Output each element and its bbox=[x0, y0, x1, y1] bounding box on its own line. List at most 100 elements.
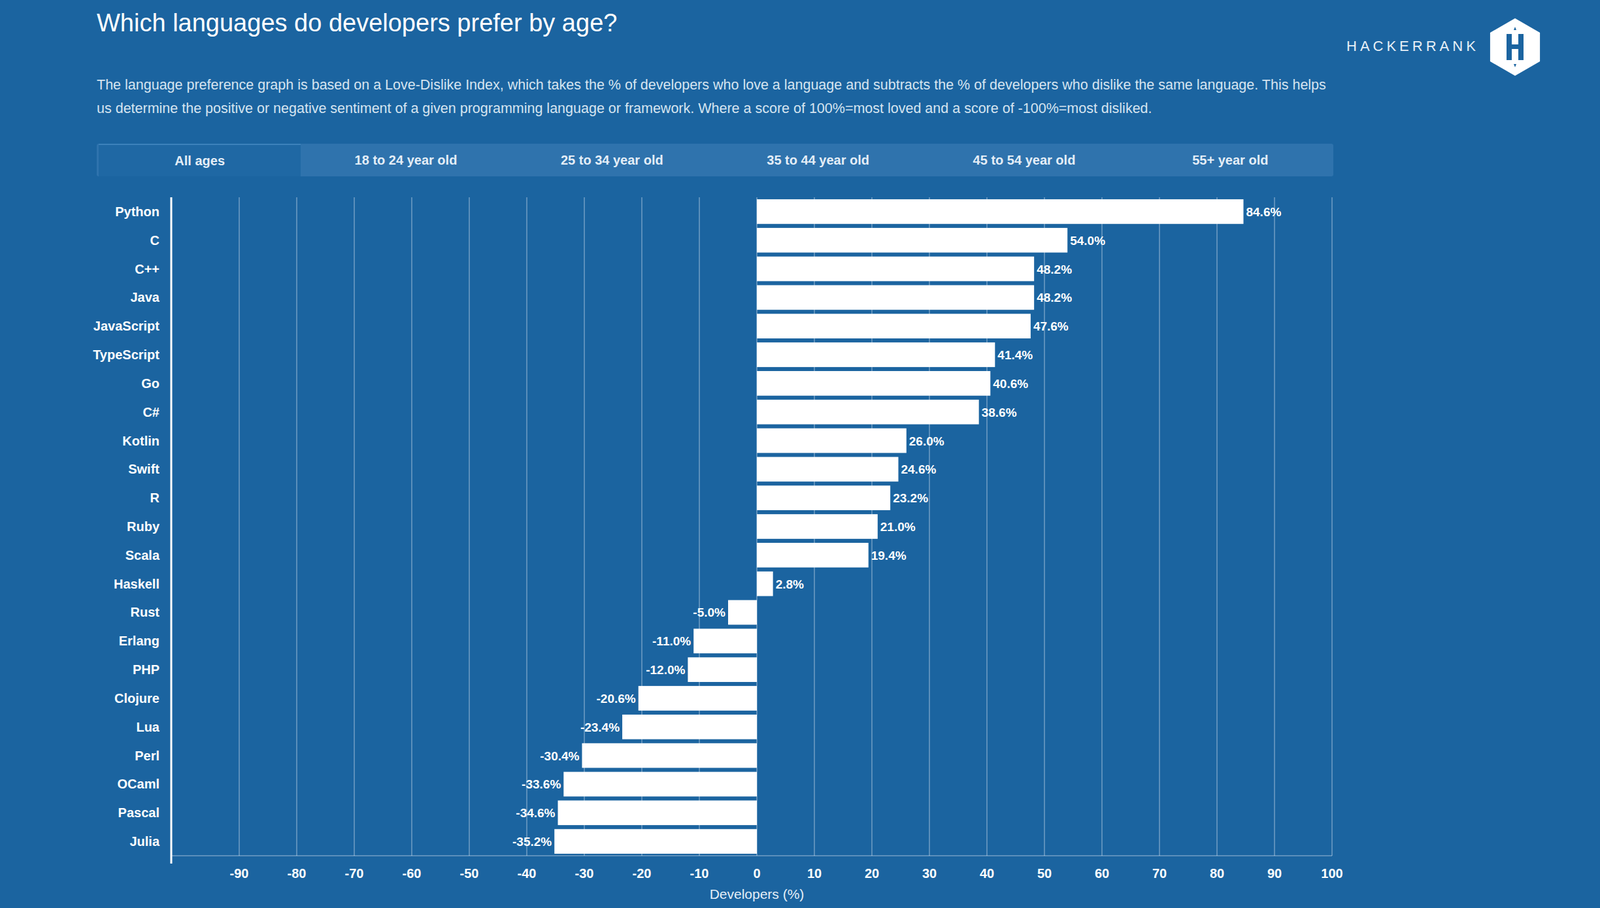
x-axis-line bbox=[171, 855, 1333, 857]
tab[interactable]: 55+ year old bbox=[1127, 143, 1334, 177]
category-label: Lua bbox=[135, 720, 160, 735]
bar bbox=[756, 543, 869, 568]
grid-line bbox=[353, 197, 355, 857]
data-label: -20.6% bbox=[596, 692, 636, 706]
category-label: JavaScript bbox=[93, 318, 161, 334]
category-label: OCaml bbox=[117, 777, 160, 792]
category-label: Rust bbox=[130, 605, 161, 620]
tick-label: -20 bbox=[632, 866, 652, 882]
bar bbox=[558, 800, 757, 826]
bar bbox=[756, 256, 1034, 282]
tick-label: 50 bbox=[1037, 866, 1052, 882]
bar bbox=[756, 428, 907, 454]
grid-line bbox=[296, 197, 298, 857]
tick-label: -90 bbox=[230, 866, 250, 882]
bar bbox=[687, 657, 757, 683]
tick-label: 80 bbox=[1209, 866, 1225, 882]
data-label: 54.0% bbox=[1069, 233, 1106, 248]
data-label: -12.0% bbox=[645, 663, 685, 678]
brand: HACKERRANK bbox=[1346, 37, 1480, 55]
tick-label: 30 bbox=[922, 866, 937, 882]
data-label: 24.6% bbox=[900, 462, 936, 477]
bar bbox=[756, 457, 899, 483]
data-label: 48.2% bbox=[1036, 290, 1072, 305]
x-axis-label: Developers (%) bbox=[709, 886, 805, 902]
data-label: 23.2% bbox=[892, 491, 929, 506]
grid-line bbox=[238, 197, 240, 857]
data-label: -5.0% bbox=[692, 605, 726, 620]
title: Which languages do developers prefer by … bbox=[96, 9, 617, 38]
tick-label: -50 bbox=[460, 866, 480, 882]
grid-line bbox=[1331, 197, 1333, 857]
bar bbox=[756, 342, 995, 368]
bar bbox=[581, 743, 757, 769]
bars bbox=[554, 199, 1244, 855]
category-label: Julia bbox=[129, 834, 160, 850]
logo-hexagon bbox=[1490, 18, 1540, 76]
bar bbox=[756, 400, 980, 425]
grid-line bbox=[411, 197, 413, 857]
grid-line bbox=[1158, 197, 1161, 857]
category-label: C# bbox=[142, 405, 160, 420]
bar bbox=[756, 285, 1034, 311]
bar bbox=[622, 715, 757, 740]
data-label: -33.6% bbox=[521, 777, 561, 792]
category-label: C++ bbox=[134, 262, 160, 277]
category-label: Java bbox=[130, 290, 161, 305]
bar bbox=[756, 485, 891, 511]
axis-line bbox=[170, 197, 173, 865]
tab[interactable]: All ages bbox=[98, 143, 301, 177]
grid-line bbox=[526, 197, 528, 857]
bar bbox=[756, 199, 1244, 225]
tick-label: -80 bbox=[287, 866, 307, 882]
data-label: 48.2% bbox=[1036, 262, 1072, 277]
category-label: C bbox=[150, 233, 160, 248]
tab-bar: All ages18 to 24 year old25 to 34 year o… bbox=[96, 143, 1334, 177]
tab[interactable]: 18 to 24 year old bbox=[302, 143, 509, 177]
tick-label: 40 bbox=[979, 866, 995, 882]
category-label: Clojure bbox=[114, 691, 160, 706]
data-label: 40.6% bbox=[992, 377, 1029, 391]
category-label: Python bbox=[115, 204, 160, 219]
bar bbox=[756, 371, 991, 397]
grid-line bbox=[468, 197, 470, 857]
bar bbox=[638, 686, 757, 712]
category-label: Haskell bbox=[113, 577, 160, 592]
bar bbox=[756, 313, 1031, 339]
data-label: -35.2% bbox=[512, 835, 552, 850]
chart: -90-80-70-60-50-40-30-20-100102030405060… bbox=[0, 0, 1600, 908]
data-label: 2.8% bbox=[775, 577, 804, 592]
data-label: -30.4% bbox=[539, 749, 580, 764]
bar bbox=[756, 228, 1068, 253]
tick-label: 0 bbox=[752, 866, 761, 882]
bar bbox=[563, 772, 757, 798]
tick-label: 20 bbox=[864, 866, 880, 882]
data-label: 19.4% bbox=[871, 549, 907, 563]
tick-label: 70 bbox=[1152, 866, 1167, 882]
category-label: Swift bbox=[128, 462, 160, 477]
tick-label: -30 bbox=[575, 866, 595, 882]
bar bbox=[728, 600, 757, 626]
category-label: Erlang bbox=[118, 633, 160, 649]
data-label: 47.6% bbox=[1033, 319, 1069, 334]
tick-label: 60 bbox=[1094, 866, 1110, 882]
subtitle: The language preference graph is based o… bbox=[96, 73, 1342, 121]
category-label: TypeScript bbox=[92, 347, 160, 363]
category-label: Ruby bbox=[126, 519, 161, 534]
data-label: -23.4% bbox=[580, 720, 620, 735]
tab[interactable]: 35 to 44 year old bbox=[715, 143, 921, 177]
logo bbox=[1484, 15, 1546, 79]
bar bbox=[554, 829, 757, 855]
tab[interactable]: 45 to 54 year old bbox=[920, 143, 1127, 177]
data-label: 26.0% bbox=[909, 434, 945, 449]
bar bbox=[756, 571, 774, 597]
category-label: R bbox=[150, 490, 161, 506]
category-label: Kotlin bbox=[122, 433, 160, 449]
bar bbox=[693, 628, 757, 654]
tab[interactable]: 25 to 34 year old bbox=[509, 143, 716, 177]
category-label: Perl bbox=[134, 749, 160, 764]
tick-label: 90 bbox=[1267, 866, 1282, 882]
tick-label: -60 bbox=[402, 866, 422, 882]
category-label: Go bbox=[141, 376, 160, 391]
grid-line bbox=[1216, 197, 1218, 857]
